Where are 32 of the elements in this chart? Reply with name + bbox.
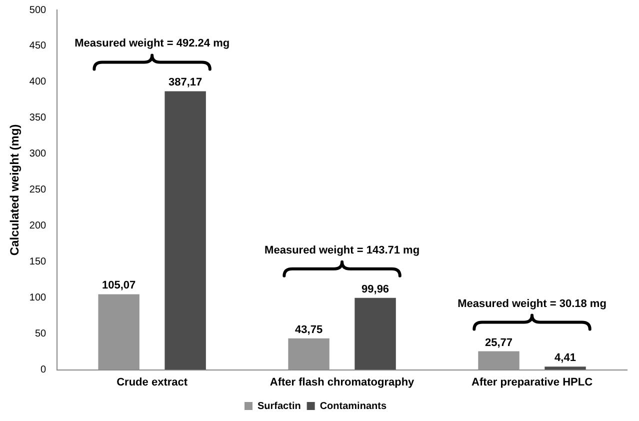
y-tick-label: 400 — [29, 76, 47, 88]
data-label: 4,41 — [554, 352, 576, 364]
data-label: 99,96 — [362, 283, 390, 296]
y-tick-label: 250 — [29, 184, 47, 196]
data-label: 105,07 — [102, 280, 136, 292]
bar — [164, 91, 206, 370]
legend-label: Surfactin — [257, 400, 301, 412]
data-label: 25,77 — [485, 336, 513, 349]
y-tick-label: 200 — [29, 220, 47, 232]
x-tick-label: Crude extract — [116, 376, 188, 388]
bar — [544, 366, 586, 370]
y-tick-label: 350 — [29, 112, 47, 124]
bar — [354, 298, 396, 370]
y-tick-label: 450 — [29, 40, 47, 52]
x-tick-label: After preparative HPLC — [471, 376, 593, 388]
bar — [288, 338, 330, 370]
annotation: Measured weight = 143.71 mg — [264, 244, 420, 256]
legend-label: Contaminants — [320, 400, 387, 412]
annotation: Measured weight = 30.18 mg — [458, 298, 606, 310]
y-tick-label: 500 — [29, 4, 47, 16]
data-label: 43,75 — [295, 324, 323, 336]
bar — [98, 294, 140, 370]
x-tick-label: After flash chromatography — [270, 376, 416, 388]
bar — [478, 351, 520, 370]
y-tick-label: 100 — [29, 292, 47, 304]
y-tick-label: 300 — [29, 148, 47, 160]
y-axis-title: Calculated weight (mg) — [8, 124, 22, 256]
annotation: Measured weight = 492.24 mg — [74, 38, 230, 50]
y-tick-label: 150 — [29, 256, 47, 268]
data-label: 387,17 — [168, 76, 202, 89]
y-tick-label: 50 — [34, 328, 47, 340]
y-tick-label: 0 — [40, 364, 47, 376]
